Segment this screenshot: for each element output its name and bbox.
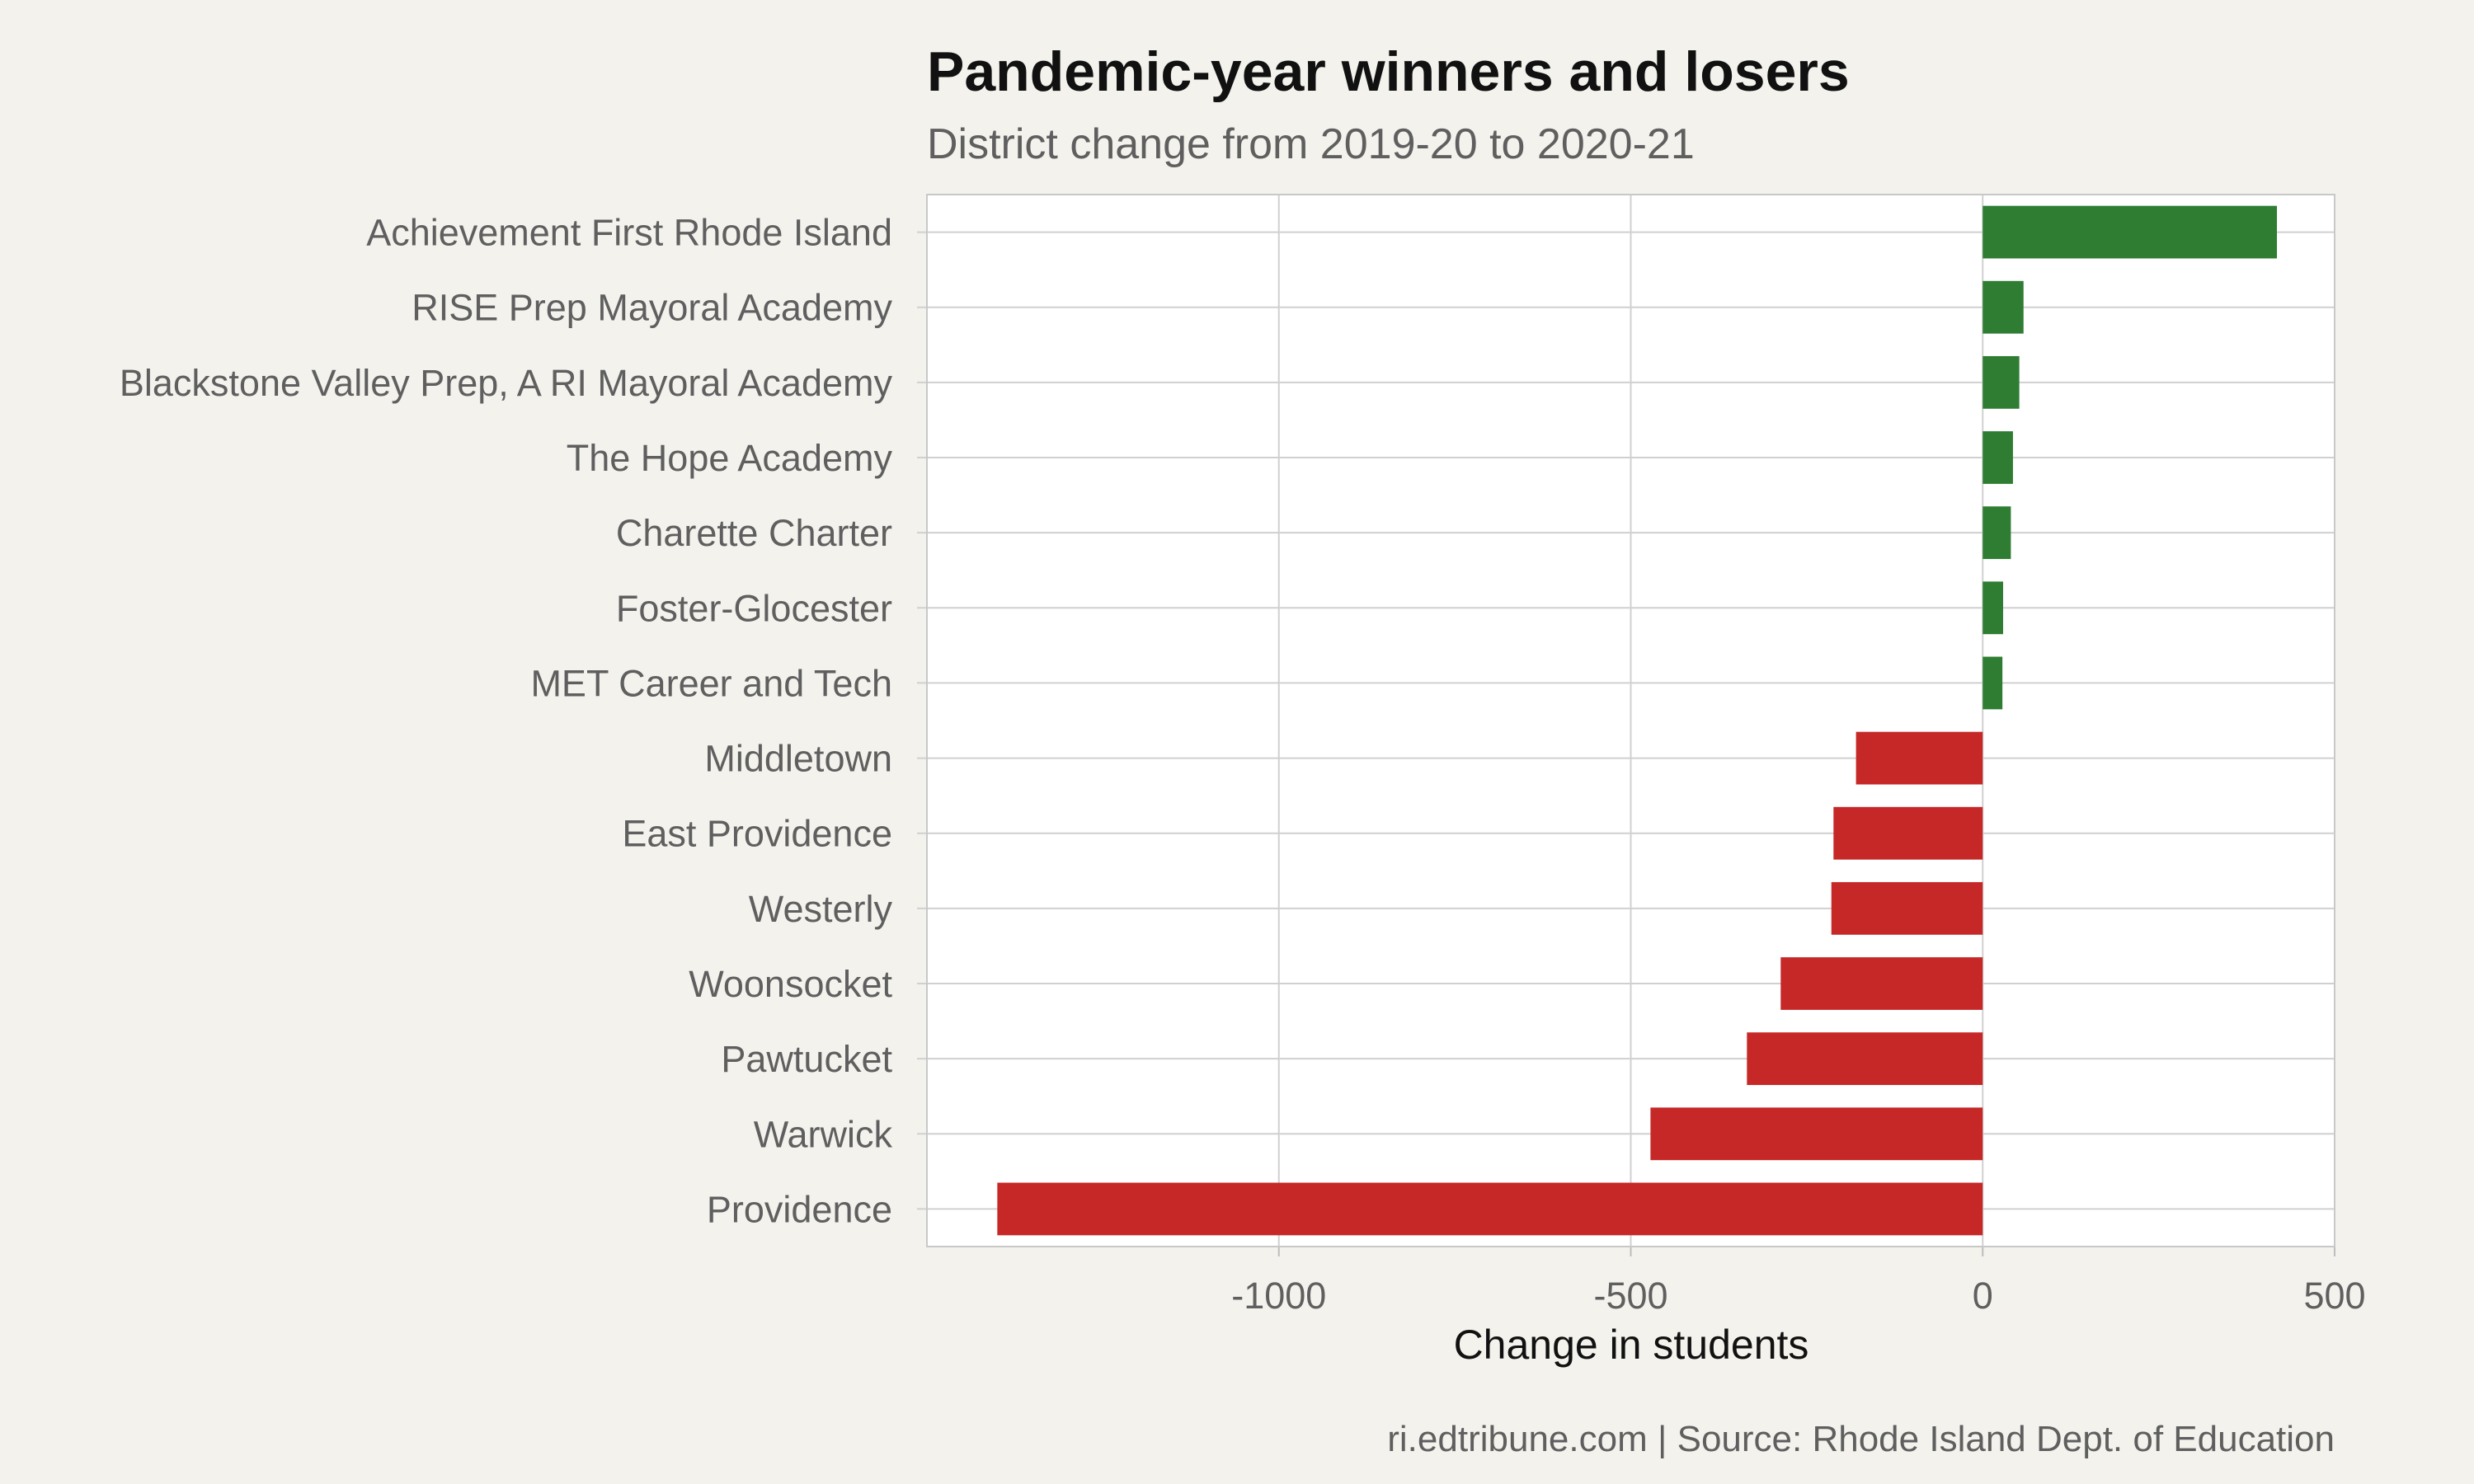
category-label: Woonsocket xyxy=(689,963,892,1005)
plot-border xyxy=(926,194,2335,1247)
bar xyxy=(997,1182,1983,1236)
category-label: Blackstone Valley Prep, A RI Mayoral Aca… xyxy=(120,362,893,404)
category-label: Pawtucket xyxy=(721,1038,892,1080)
category-label: Foster-Glocester xyxy=(616,587,892,629)
category-label: Westerly xyxy=(749,888,893,930)
bar xyxy=(1982,431,2013,484)
bar xyxy=(1650,1107,1983,1161)
bar xyxy=(1982,355,2020,409)
x-tick-labels: -1000 -500 0 500 xyxy=(1231,1275,2365,1317)
x-tick-label: -500 xyxy=(1593,1275,1667,1317)
category-label: Charette Charter xyxy=(616,512,892,554)
bar xyxy=(1856,731,1983,785)
bar xyxy=(1833,806,1983,860)
x-tick-label: 500 xyxy=(2303,1275,2365,1317)
bar xyxy=(1780,957,1983,1010)
category-label: MET Career and Tech xyxy=(530,662,892,704)
category-label: Warwick xyxy=(754,1113,893,1155)
category-label: RISE Prep Mayoral Academy xyxy=(412,287,892,329)
bar xyxy=(1982,280,2024,334)
chart-title: Pandemic-year winners and losers xyxy=(927,40,1850,103)
bar xyxy=(1982,205,2278,259)
x-axis-title: Change in students xyxy=(1454,1322,1809,1368)
bar xyxy=(1831,881,1983,935)
category-label: The Hope Academy xyxy=(567,437,893,479)
chart-caption: ri.edtribune.com | Source: Rhode Island … xyxy=(1387,1419,2335,1459)
chart-subtitle: District change from 2019-20 to 2020-21 xyxy=(927,120,1695,168)
bar xyxy=(1982,506,2011,560)
category-label: Providence xyxy=(707,1188,892,1230)
category-labels: Achievement First Rhode Island RISE Prep … xyxy=(120,212,893,1231)
category-label: East Providence xyxy=(622,813,892,855)
bar xyxy=(1747,1032,1983,1086)
bar xyxy=(1982,581,2004,635)
x-tick-label: 0 xyxy=(1973,1275,1993,1317)
category-label: Achievement First Rhode Island xyxy=(366,212,892,254)
bars xyxy=(997,205,2278,1236)
category-label: Middletown xyxy=(704,738,892,780)
x-tick-label: -1000 xyxy=(1231,1275,1326,1317)
bar xyxy=(1982,656,2003,710)
